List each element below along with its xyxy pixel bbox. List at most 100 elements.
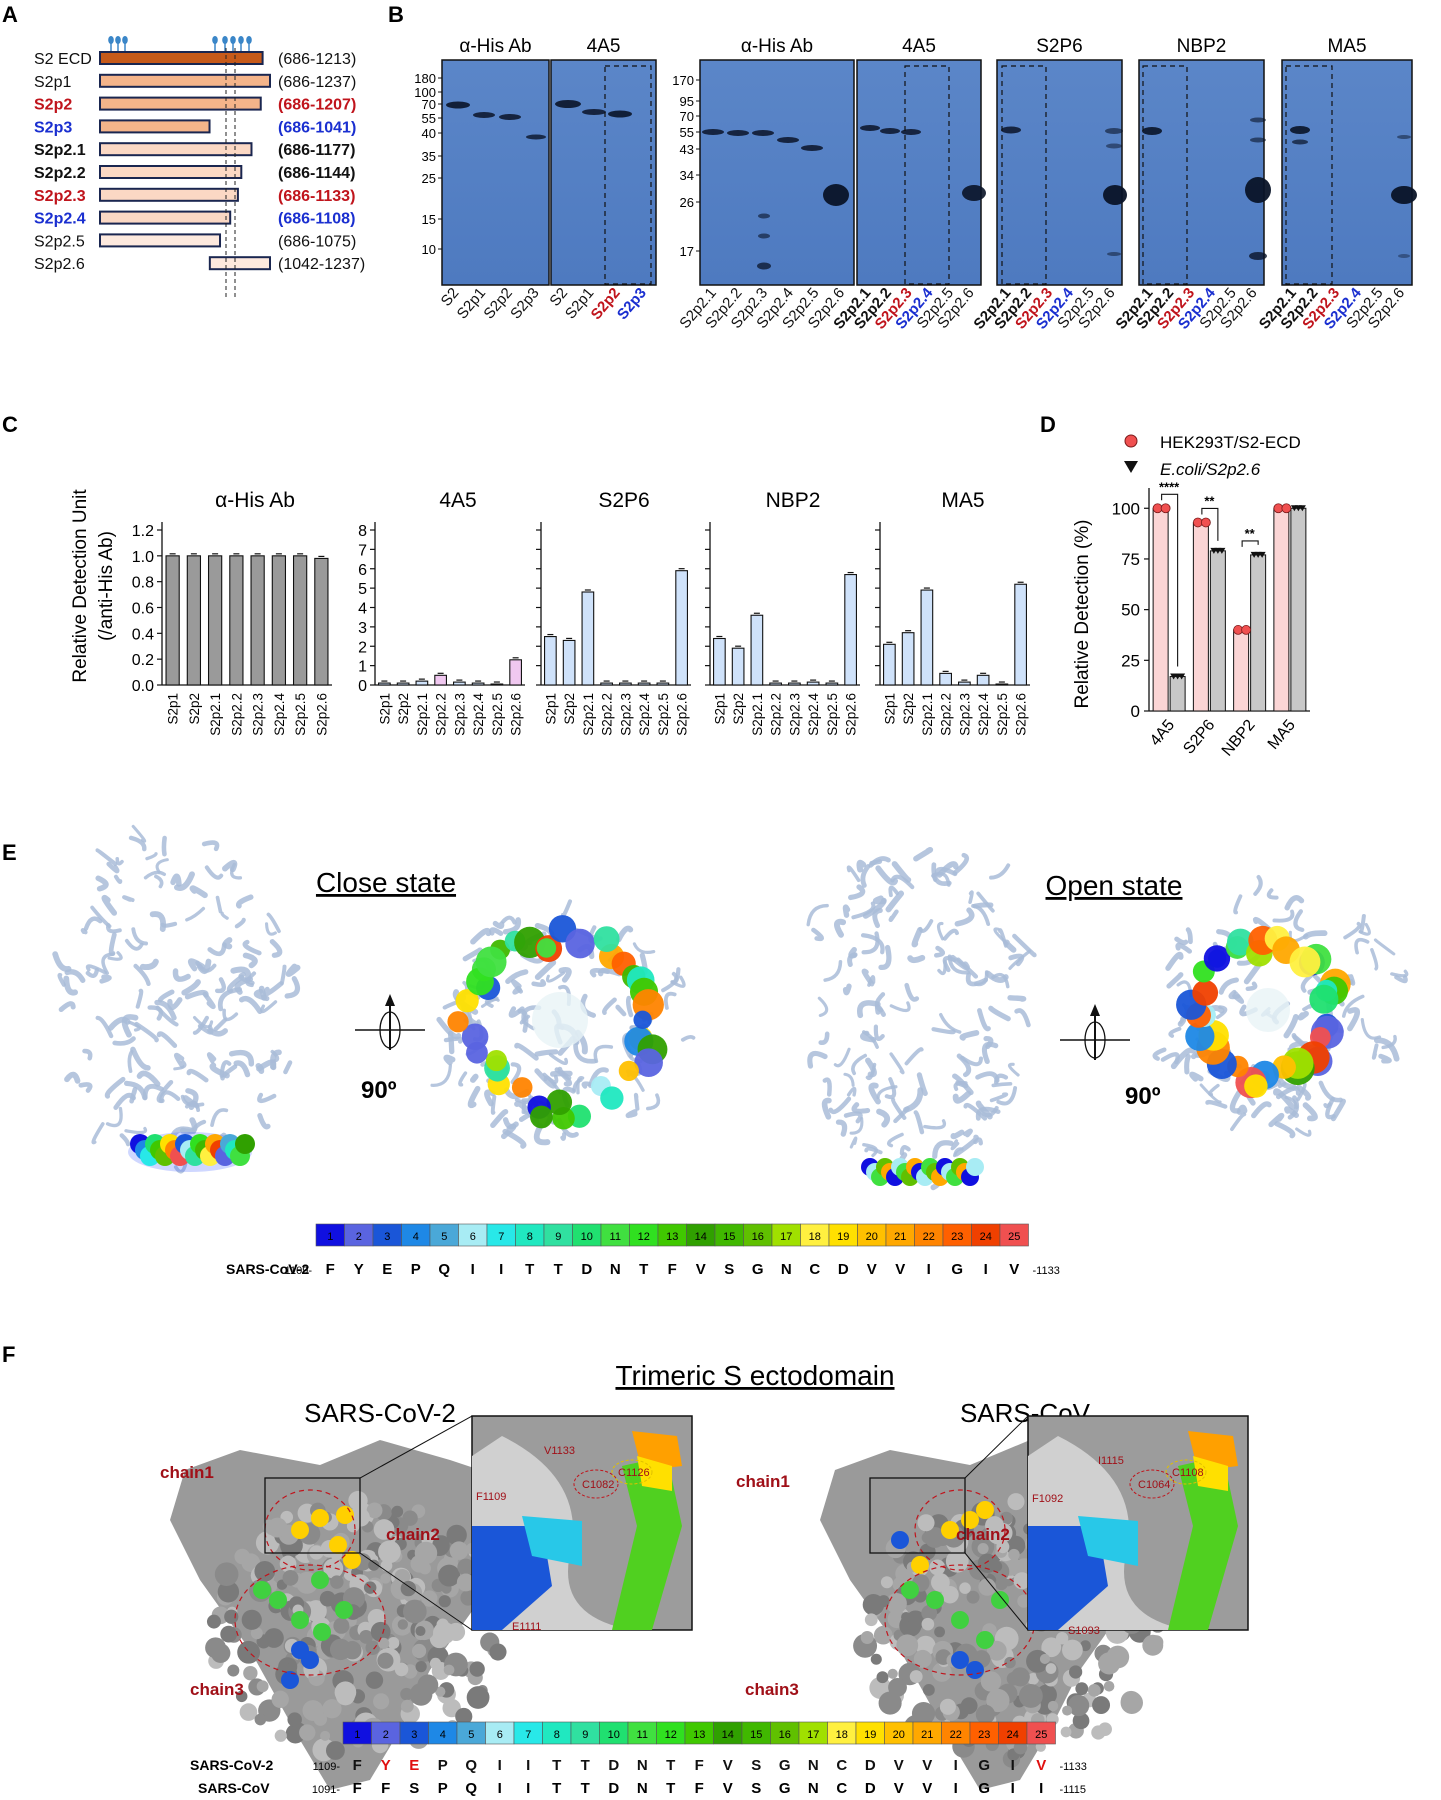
epitope-patch xyxy=(329,1536,347,1554)
spike-ribbon-open-top xyxy=(1343,921,1362,940)
spike-ribbon-open-side xyxy=(973,1137,983,1146)
epitope-patch xyxy=(311,1509,329,1527)
construct-range: (1042-1237) xyxy=(278,256,365,273)
spike-ribbon-open-top xyxy=(1347,1007,1361,1032)
sequence-residue: F xyxy=(353,1780,362,1797)
sars-cov-surface-atom xyxy=(1047,1700,1059,1712)
spike-ribbon-close-side xyxy=(57,972,66,987)
color-scale-number: 20 xyxy=(893,1729,905,1741)
sequence-residue: N xyxy=(781,1261,792,1278)
residue-label: C1126 xyxy=(618,1467,650,1479)
construct-range: (686-1237) xyxy=(278,74,356,91)
spike-ribbon-open-side xyxy=(833,1047,851,1068)
spike-ribbon-open-top xyxy=(1378,1053,1392,1064)
epitope-surface-close-top xyxy=(461,1023,489,1051)
protein-band xyxy=(1397,135,1411,139)
residue-label: C1064 xyxy=(1138,1479,1170,1491)
spike-ribbon-open-side xyxy=(873,1024,885,1041)
sars-cov-2-surface-atom xyxy=(333,1617,350,1634)
color-scale-number: 7 xyxy=(525,1729,531,1741)
protein-band xyxy=(526,134,546,140)
sequence-residue: P xyxy=(438,1780,448,1797)
spike-ribbon-open-side xyxy=(859,1030,877,1043)
color-scale-number: 19 xyxy=(837,1231,849,1243)
color-scale-number: 16 xyxy=(752,1231,764,1243)
spike-ribbon-close-side xyxy=(85,967,100,979)
spike-ribbon-close-side xyxy=(134,1021,159,1043)
spike-ribbon-close-side xyxy=(204,865,224,880)
spike-ribbon-open-side xyxy=(888,909,899,922)
spike-ribbon-open-top xyxy=(1175,942,1193,954)
molecular-weight-marker: 40 xyxy=(422,126,436,141)
sars-cov-2-surface-atom xyxy=(274,1729,287,1742)
spike-ribbon-close-side xyxy=(234,976,254,995)
spike-ribbon-open-top xyxy=(1341,994,1365,1018)
x-tick-label: S2p2.2 xyxy=(229,693,244,736)
spike-ribbon-close-side xyxy=(228,1049,255,1067)
sequence-residue: P xyxy=(438,1757,448,1774)
spike-ribbon-open-top xyxy=(1229,1089,1242,1114)
spike-ribbon-open-side xyxy=(952,1090,972,1104)
spike-ribbon-close-top xyxy=(505,969,529,985)
sars-cov-surface-atom xyxy=(1098,1652,1121,1675)
spike-ribbon-open-top xyxy=(1245,981,1258,992)
sars-cov-surface-atom xyxy=(995,1577,1008,1591)
chart-title: 4A5 xyxy=(439,489,476,512)
color-scale-number: 4 xyxy=(440,1729,446,1741)
sars-cov-surface-atom xyxy=(929,1559,946,1576)
x-tick-label: S2p2.1 xyxy=(415,693,430,736)
spike-ribbon-open-side xyxy=(988,1005,1011,1022)
sars-cov-2-surface-atom xyxy=(330,1575,344,1589)
sars-cov-surface-atom xyxy=(986,1688,1010,1713)
open-state-label: Open state xyxy=(1046,870,1183,901)
spike-ribbon-open-side xyxy=(851,1053,868,1076)
epitope-outline xyxy=(234,1564,386,1676)
spike-ribbon-close-side xyxy=(173,1052,185,1069)
sars-cov-2-surface-atom xyxy=(456,1573,475,1592)
construct-name: S2 ECD xyxy=(34,51,92,68)
spike-ribbon-open-top xyxy=(1275,1086,1301,1100)
spike-ribbon-open-side xyxy=(950,1129,965,1140)
spike-ribbon-close-side xyxy=(128,835,147,852)
spike-ribbon-open-top xyxy=(1296,1082,1307,1102)
construct-bar xyxy=(99,119,211,134)
spike-ribbon-open-side xyxy=(956,1053,972,1078)
spike-ribbon-open-side xyxy=(842,983,852,996)
y-tick-label: 75 xyxy=(1121,550,1140,569)
molecular-weight-marker: 100 xyxy=(414,85,436,100)
spike-ribbon-close-side xyxy=(145,852,158,861)
sequence-residue: S xyxy=(724,1261,734,1278)
bar xyxy=(250,555,265,686)
x-tick-label: S2p2.2 xyxy=(769,693,784,736)
molecular-weight-marker: 26 xyxy=(680,195,694,210)
spike-ribbon-open-side xyxy=(965,972,989,987)
data-point-ecoli xyxy=(1298,505,1306,512)
sars-cov-2-surface-atom xyxy=(329,1638,352,1661)
spike-ribbon-open-side xyxy=(867,975,876,987)
molecular-weight-marker: 170 xyxy=(672,73,694,88)
sars-cov-2-surface-atom xyxy=(397,1619,408,1630)
blot-membrane xyxy=(441,59,550,286)
spike-ribbon-open-side xyxy=(975,1100,993,1120)
epitope-surface-close-top xyxy=(475,946,507,978)
construct-name: S2p2.4 xyxy=(34,211,86,228)
sequence-residue: D xyxy=(865,1757,876,1774)
spike-ribbon-open-top xyxy=(1318,1080,1343,1103)
sars-cov-2-surface-atom xyxy=(264,1628,284,1648)
bar xyxy=(920,589,934,686)
epitope-patch xyxy=(253,1581,271,1599)
spike-ribbon-close-side xyxy=(284,976,301,999)
epitope-patch xyxy=(313,1623,331,1641)
sequence-residue: D xyxy=(581,1261,592,1278)
epitope-patch xyxy=(269,1591,287,1609)
spike-ribbon-open-side xyxy=(835,1119,848,1137)
spike-ribbon-close-side xyxy=(279,964,287,986)
bar xyxy=(378,682,391,686)
bar xyxy=(825,682,839,686)
x-tick-label: S2p2.4 xyxy=(272,693,287,736)
spike-ribbon-close-side xyxy=(265,922,277,936)
sequence-residue: I xyxy=(498,1780,502,1797)
spike-ribbon-open-side xyxy=(977,1008,991,1032)
spike-ribbon-close-side xyxy=(185,906,206,922)
